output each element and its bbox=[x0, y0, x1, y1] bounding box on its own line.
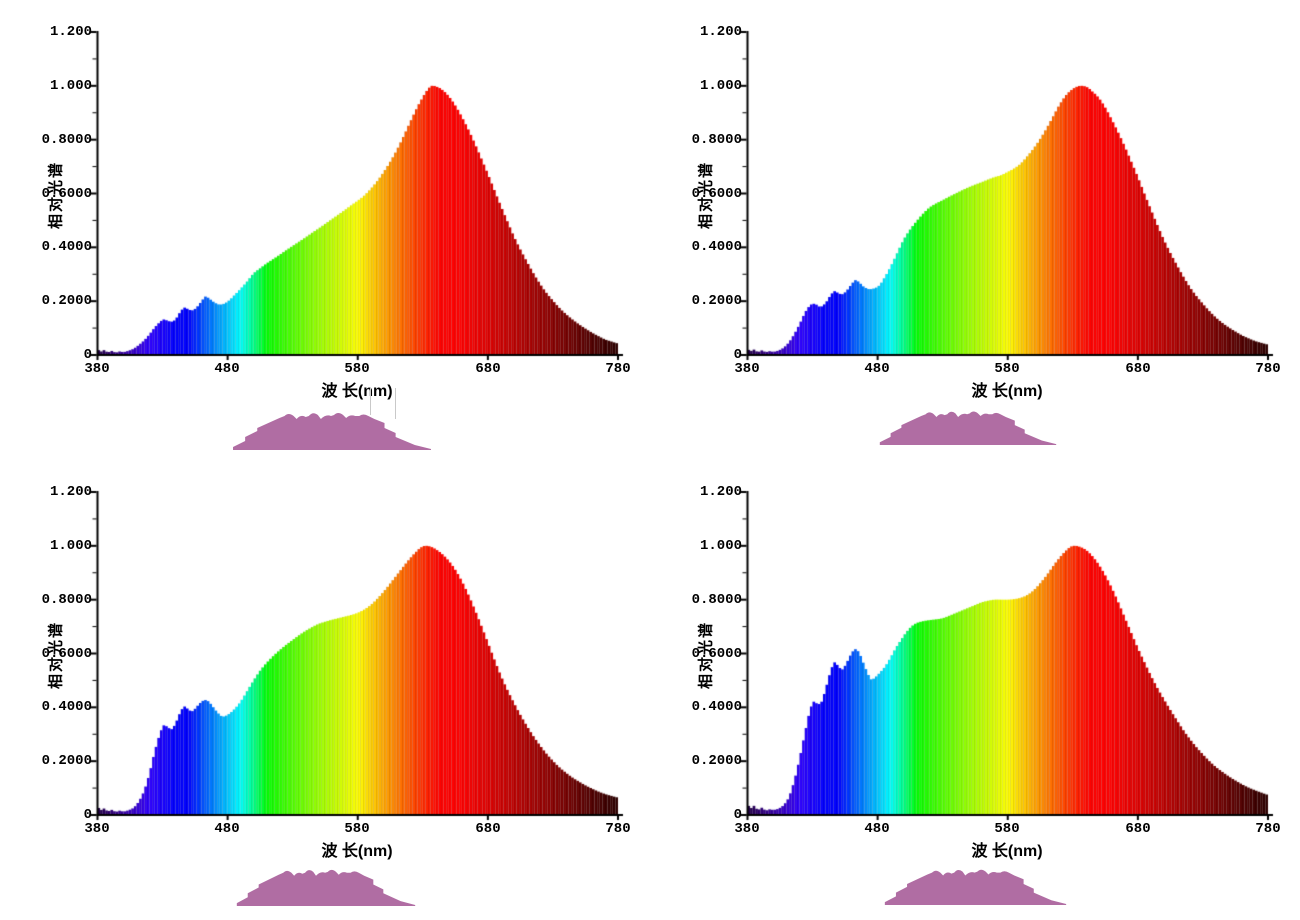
x-tick-label: 580 bbox=[344, 821, 370, 837]
y-tick-label: 1.200 bbox=[699, 484, 742, 500]
y-tick-label: 0.2000 bbox=[41, 293, 92, 309]
spectrum-plot-canvas bbox=[0, 460, 650, 920]
redacted-label-blob-shape bbox=[236, 869, 416, 906]
spectrum-chart-top-right: 相对光谱 1.200 1.000 0.8000 0.6000 0.4000 0.… bbox=[650, 0, 1300, 460]
x-tick-label: 780 bbox=[1255, 821, 1281, 837]
x-axis-title: 波 长(nm) bbox=[321, 383, 393, 400]
y-tick-label: 0.8000 bbox=[691, 132, 742, 148]
y-tick-label: 0 bbox=[733, 347, 742, 363]
x-tick-label: 380 bbox=[84, 821, 110, 837]
spectrum-chart-bottom-left: 相对光谱 1.200 1.000 0.8000 0.6000 0.4000 0.… bbox=[0, 460, 650, 920]
x-tick-label: 680 bbox=[1125, 361, 1151, 377]
y-tick-label: 1.000 bbox=[699, 538, 742, 554]
x-tick-label: 580 bbox=[994, 821, 1020, 837]
x-tick-label: 680 bbox=[1125, 821, 1151, 837]
y-tick-label: 0.6000 bbox=[41, 186, 92, 202]
redacted-label-blob-shape bbox=[879, 411, 1057, 445]
x-tick-label: 780 bbox=[605, 361, 631, 377]
marker-line bbox=[395, 388, 396, 419]
x-tick-label: 680 bbox=[475, 361, 501, 377]
x-tick-label: 480 bbox=[864, 821, 890, 837]
x-tick-label: 580 bbox=[994, 361, 1020, 377]
x-tick-label: 480 bbox=[864, 361, 890, 377]
redacted-label-blob bbox=[884, 869, 1067, 905]
x-tick-label: 380 bbox=[84, 361, 110, 377]
x-tick-label: 480 bbox=[214, 361, 240, 377]
spectrum-chart-top-left: 相对光谱 1.200 1.000 0.8000 0.6000 0.4000 0.… bbox=[0, 0, 650, 460]
y-tick-label: 1.000 bbox=[699, 78, 742, 94]
y-tick-label: 0.6000 bbox=[691, 186, 742, 202]
y-tick-label: 0.4000 bbox=[691, 699, 742, 715]
y-tick-label: 0.8000 bbox=[41, 132, 92, 148]
x-tick-label: 680 bbox=[475, 821, 501, 837]
y-tick-label: 0.6000 bbox=[691, 646, 742, 662]
x-tick-label: 580 bbox=[344, 361, 370, 377]
y-tick-label: 1.200 bbox=[699, 24, 742, 40]
y-tick-label: 1.200 bbox=[49, 24, 92, 40]
y-tick-label: 1.000 bbox=[49, 78, 92, 94]
x-tick-label: 780 bbox=[1255, 361, 1281, 377]
y-tick-label: 0.6000 bbox=[41, 646, 92, 662]
x-tick-label: 780 bbox=[605, 821, 631, 837]
spectrum-plot-canvas bbox=[0, 0, 650, 460]
x-axis-title: 波 长(nm) bbox=[321, 843, 393, 860]
y-tick-label: 0 bbox=[83, 347, 92, 363]
x-tick-label: 480 bbox=[214, 821, 240, 837]
x-axis-title: 波 长(nm) bbox=[971, 383, 1043, 400]
x-tick-label: 380 bbox=[734, 821, 760, 837]
redacted-label-blob bbox=[879, 411, 1057, 445]
x-tick-label: 380 bbox=[734, 361, 760, 377]
spectrum-chart-bottom-right: 相对光谱 1.200 1.000 0.8000 0.6000 0.4000 0.… bbox=[650, 460, 1300, 920]
redacted-label-blob bbox=[236, 869, 416, 906]
y-tick-label: 0.2000 bbox=[691, 753, 742, 769]
y-tick-label: 0.2000 bbox=[41, 753, 92, 769]
y-tick-label: 0.4000 bbox=[691, 239, 742, 255]
y-tick-label: 0 bbox=[83, 807, 92, 823]
y-tick-label: 0.4000 bbox=[41, 699, 92, 715]
redacted-label-blob bbox=[233, 413, 431, 450]
spectrum-plot-canvas bbox=[650, 460, 1300, 920]
y-tick-label: 1.000 bbox=[49, 538, 92, 554]
y-tick-label: 0.8000 bbox=[41, 592, 92, 608]
marker-line bbox=[370, 388, 371, 415]
y-tick-label: 0 bbox=[733, 807, 742, 823]
x-axis-title: 波 长(nm) bbox=[971, 843, 1043, 860]
y-tick-label: 1.200 bbox=[49, 484, 92, 500]
redacted-label-blob-shape bbox=[233, 413, 431, 450]
y-tick-label: 0.8000 bbox=[691, 592, 742, 608]
y-tick-label: 0.2000 bbox=[691, 293, 742, 309]
y-tick-label: 0.4000 bbox=[41, 239, 92, 255]
redacted-label-blob-shape bbox=[884, 869, 1067, 905]
spectrum-plot-canvas bbox=[650, 0, 1300, 460]
